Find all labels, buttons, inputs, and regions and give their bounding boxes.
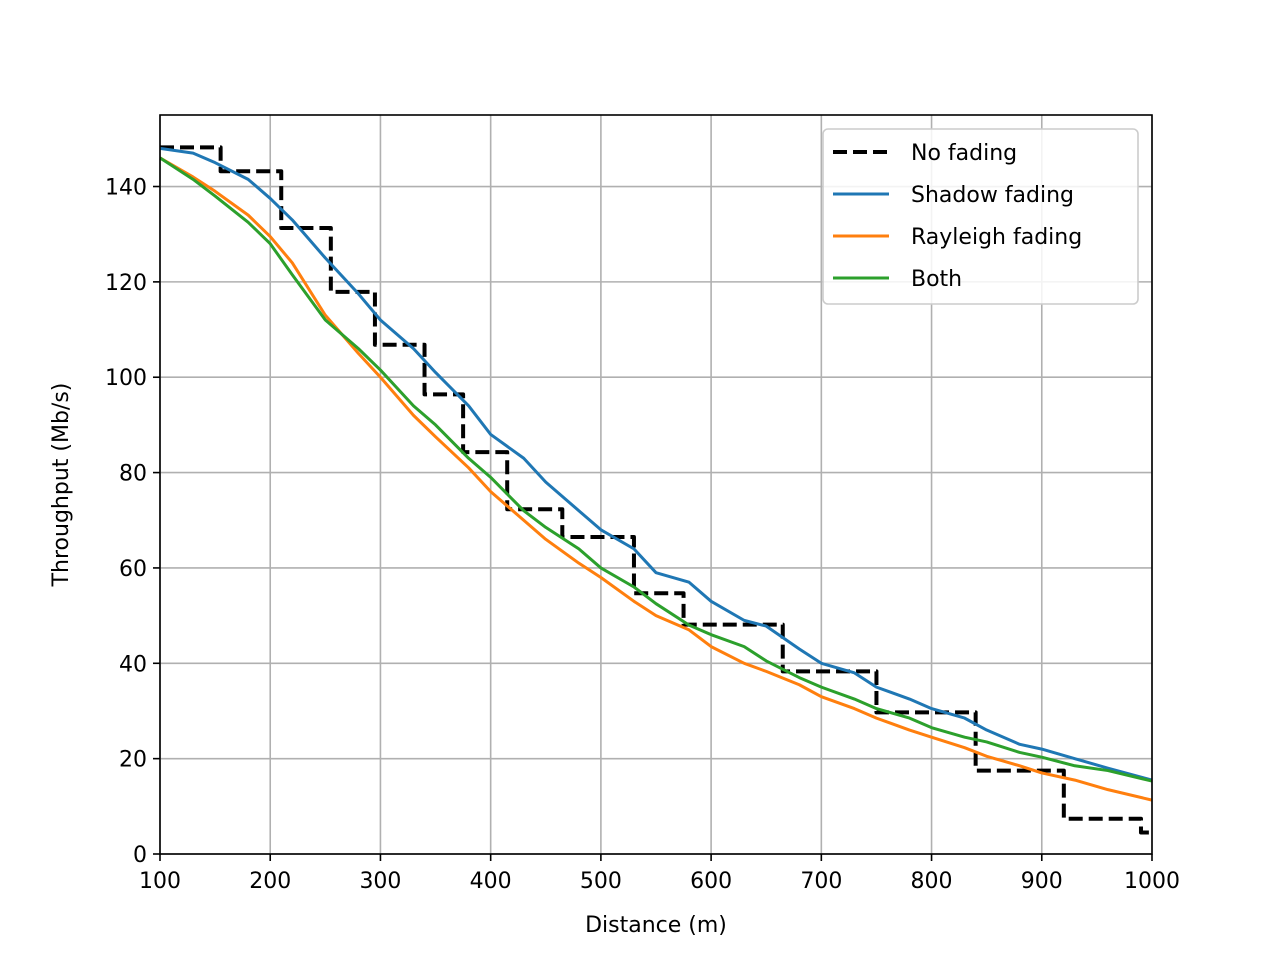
x-tick-label: 1000 <box>1124 869 1180 894</box>
ticks-layer: 100 200 300 400 500 600 700 800 900 1000 0 20 40 60 80… <box>105 176 1180 894</box>
y-tick-label: 0 <box>133 843 147 868</box>
legend-label: Both <box>911 267 962 292</box>
x-tick-label: 500 <box>580 869 622 894</box>
y-tick-label: 80 <box>119 462 147 487</box>
series-line-rayleigh-fading <box>159 156 1153 802</box>
series-layer <box>159 145 1153 835</box>
legend-label: No fading <box>911 141 1017 166</box>
x-tick-label: 200 <box>249 869 291 894</box>
legend: No fading Shadow fading Rayleigh fading Bot… <box>822 128 1139 305</box>
legend-label: Rayleigh fading <box>911 225 1082 250</box>
x-tick-label: 800 <box>911 869 953 894</box>
y-tick-label: 20 <box>119 748 147 773</box>
legend-label: Shadow fading <box>911 183 1074 208</box>
legend-box <box>822 128 1139 305</box>
y-tick-label: 120 <box>105 271 147 296</box>
series-line-both <box>159 156 1153 783</box>
y-tick-label: 60 <box>119 557 147 582</box>
x-tick-label: 300 <box>359 869 401 894</box>
y-tick-label: 100 <box>105 366 147 391</box>
plot-frame <box>159 114 1153 855</box>
y-tick-label: 140 <box>105 176 147 201</box>
series-line-no-fading <box>160 145 1152 835</box>
y-tick-label: 40 <box>119 652 147 677</box>
series-line-shadow-fading <box>159 146 1153 782</box>
x-tick-label: 100 <box>139 869 181 894</box>
y-axis-label: Throughput (Mb/s) <box>49 383 74 588</box>
x-tick-label: 900 <box>1021 869 1063 894</box>
x-tick-label: 700 <box>800 869 842 894</box>
x-axis-label: Distance (m) <box>585 913 727 938</box>
x-tick-label: 600 <box>690 869 732 894</box>
x-tick-label: 400 <box>470 869 512 894</box>
